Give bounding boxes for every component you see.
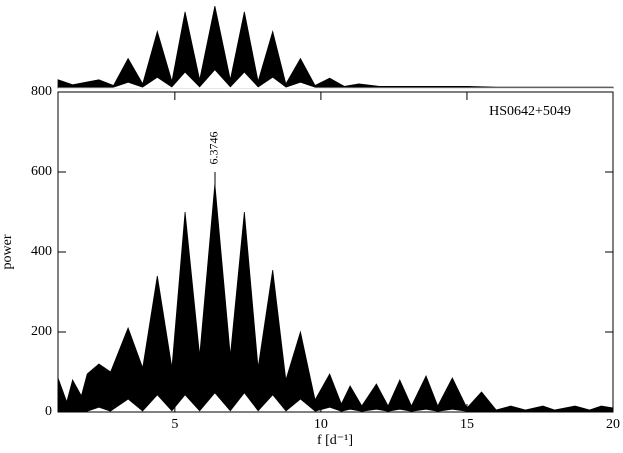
power-area <box>57 183 614 413</box>
y-tick-label: 0 <box>45 404 52 419</box>
power-area <box>57 6 614 89</box>
y-tick-label: 400 <box>31 244 52 259</box>
star-label: HS0642+5049 <box>489 104 571 119</box>
y-tick-label: 600 <box>31 164 52 179</box>
power-area <box>58 70 613 89</box>
y-axis-label: power <box>0 234 15 269</box>
y-tick-label: 200 <box>31 324 52 339</box>
y-tick-label: 800 <box>31 84 52 99</box>
x-axis-label: f [d⁻¹] <box>317 433 353 448</box>
x-tick-label: 10 <box>314 417 328 432</box>
x-tick-label: 5 <box>171 417 178 432</box>
x-tick-label: 15 <box>460 417 474 432</box>
x-tick-label: 20 <box>606 417 620 432</box>
peak-label: 6.3746 <box>207 132 221 165</box>
